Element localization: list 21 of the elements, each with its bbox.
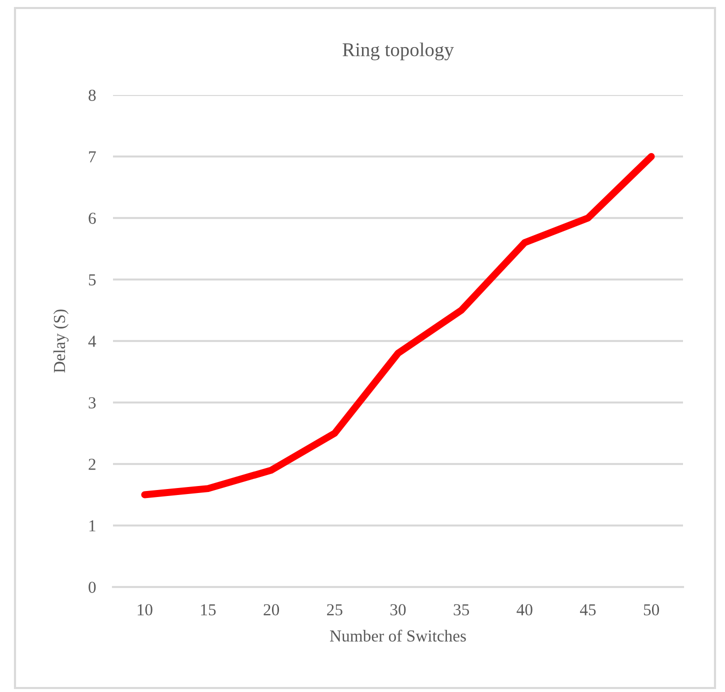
x-tick-label: 50 [644, 604, 660, 616]
x-tick-label: 30 [390, 604, 406, 616]
x-tick-label: 25 [327, 604, 342, 616]
y-tick-label: 3 [88, 397, 96, 408]
y-tick-label: 8 [88, 90, 96, 101]
x-tick-label: 15 [201, 604, 216, 616]
x-tick-label: 35 [454, 604, 470, 616]
y-tick-label: 2 [88, 458, 96, 470]
chart-title: Ring topology [342, 42, 454, 60]
x-tick-label: 20 [264, 604, 280, 616]
x-tick-label: 10 [138, 604, 152, 616]
y-tick-label: 1 [89, 520, 96, 532]
x-tick-label: 40 [516, 604, 532, 616]
y-tick-label: 4 [88, 336, 96, 347]
x-axis-title: Number of Switches [330, 630, 466, 642]
x-tick-label: 45 [580, 604, 596, 616]
y-tick-label: 5 [88, 274, 96, 286]
y-tick-label: 7 [89, 151, 96, 162]
y-tick-label: 0 [88, 582, 96, 593]
y-tick-label: 6 [88, 212, 96, 224]
y-axis-title: Delay (S) [53, 310, 69, 373]
